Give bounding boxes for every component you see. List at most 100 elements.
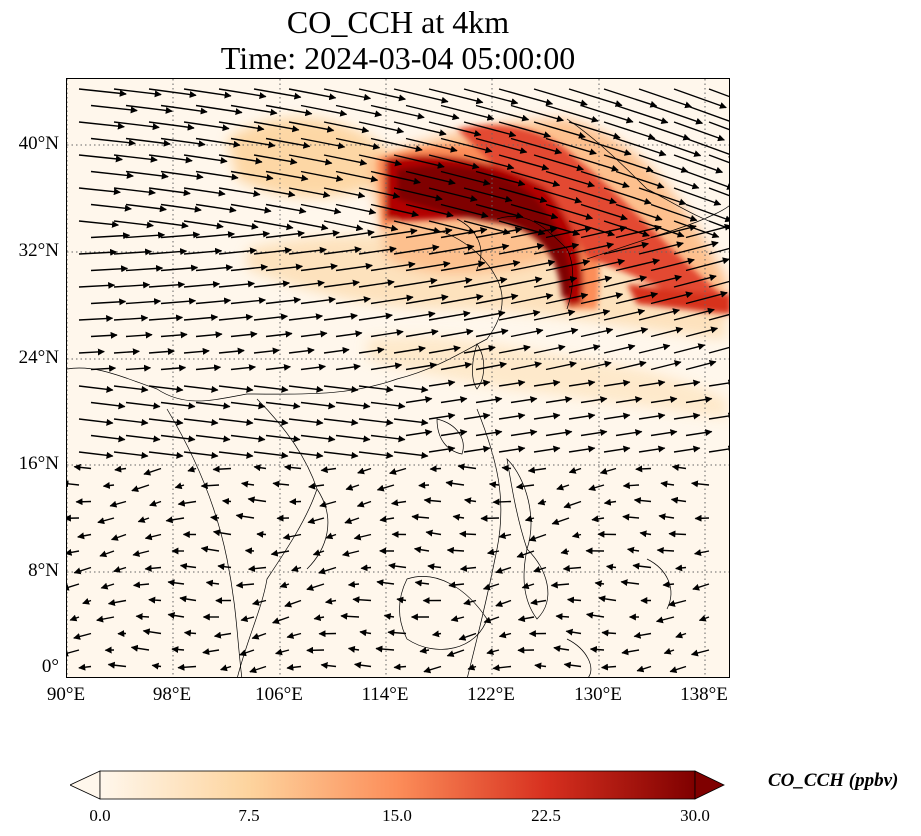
wind-vector-arrow [144, 564, 162, 572]
wind-vector-arrow [524, 515, 535, 523]
wind-vector-arrow [358, 451, 394, 459]
wind-vector-arrow [358, 346, 385, 354]
wind-vector-arrow [568, 308, 611, 321]
wind-vector-arrow [195, 203, 237, 214]
wind-vector-arrow [521, 582, 535, 590]
wind-vector-arrow [252, 598, 267, 606]
wind-vector-arrow [510, 327, 544, 338]
wind-vector-arrow [673, 445, 701, 453]
wind-vector-arrow [218, 313, 254, 321]
wind-vector-arrow [78, 187, 121, 196]
wind-vector-arrow [113, 418, 149, 426]
wind-vector-arrow [615, 327, 649, 338]
wind-vector-arrow [344, 517, 360, 525]
wind-vector-arrow [383, 613, 395, 620]
wind-vector-arrow [396, 596, 407, 604]
wind-vector-arrow [67, 548, 80, 556]
wind-vector-arrow [615, 224, 662, 239]
wind-vector-arrow [598, 595, 617, 603]
wind-vector-arrow [213, 631, 232, 639]
wind-vector-arrow [428, 310, 471, 321]
wind-vector-arrow [568, 154, 619, 172]
wind-vector-arrow [218, 154, 263, 165]
wind-vector-arrow [174, 482, 185, 490]
wind-vector-arrow [113, 220, 154, 229]
wind-vector-arrow [195, 104, 243, 116]
wind-vector-arrow [171, 646, 185, 654]
wind-vector-arrow [594, 580, 605, 588]
wind-vector-arrow [202, 648, 220, 656]
wind-vector-arrow [463, 445, 491, 453]
wind-vector-arrow [148, 88, 197, 98]
wind-vector-arrow [685, 257, 729, 272]
wind-vector-arrow [107, 599, 127, 607]
wind-vector-arrow [498, 532, 512, 540]
wind-vector-arrow [528, 533, 547, 542]
wind-vector-arrow [448, 581, 465, 589]
wind-vector-arrow [218, 451, 254, 459]
wind-vector-arrow [125, 231, 166, 239]
wind-vector-arrow [675, 564, 687, 572]
wind-vector-arrow [195, 170, 239, 181]
wind-vector-arrow [183, 187, 226, 197]
wind-vector-arrow [498, 121, 552, 139]
wind-vector-arrow [692, 583, 710, 591]
wind-vector-arrow [160, 264, 199, 272]
wind-vector-arrow [235, 512, 255, 520]
wind-vector-arrow [405, 170, 456, 186]
wind-vector-arrow [601, 663, 617, 671]
wind-vector-arrow [627, 546, 640, 554]
wind-vector-arrow [405, 328, 439, 338]
wind-vector-arrow [90, 401, 126, 410]
wind-vector-arrow [393, 154, 445, 169]
wind-vector-arrow [533, 275, 578, 288]
map-canvas [67, 79, 729, 677]
wind-vector-arrow [90, 170, 134, 179]
wind-vector-arrow [545, 225, 593, 239]
wind-vector-arrow [673, 121, 725, 142]
wind-vector-arrow [335, 229, 375, 239]
wind-vector-arrow [235, 581, 255, 589]
wind-vector-arrow [135, 613, 150, 621]
wind-vector-arrow [78, 451, 114, 459]
wind-vector-arrow [306, 583, 325, 591]
wind-vector-arrow [405, 260, 451, 272]
wind-vector-arrow [673, 187, 722, 206]
wind-vector-arrow [241, 480, 255, 488]
wind-vector-arrow [510, 226, 558, 239]
colorbar [70, 770, 725, 800]
wind-vector-arrow [708, 154, 729, 164]
wind-vector-arrow [195, 434, 231, 443]
wind-vector-arrow [553, 645, 570, 653]
wind-vector-arrow [463, 88, 519, 105]
colorbar-tick-30: 30.0 [680, 806, 710, 825]
wind-vector-arrow [300, 229, 340, 239]
wind-vector-arrow [253, 280, 290, 288]
wind-vector-arrow [486, 648, 500, 655]
wind-vector-arrow [423, 497, 442, 505]
colorbar-min-extension [70, 770, 101, 800]
wind-vector-arrow [691, 480, 710, 488]
wind-vector-arrow [78, 348, 105, 356]
wind-vector-arrow [288, 279, 325, 288]
wind-vector-arrow [650, 203, 698, 222]
wind-vector-arrow [78, 315, 114, 323]
co-concentration-field [227, 117, 729, 419]
wind-vector-arrow [580, 258, 626, 272]
wind-vector-arrow [517, 615, 535, 623]
wind-vector-arrow [195, 231, 235, 239]
wind-vector-arrow [148, 348, 175, 355]
wind-vector-arrow [183, 154, 228, 164]
wind-vector-arrow [475, 293, 519, 305]
wind-vector-arrow [603, 88, 658, 108]
wind-vector-arrow [288, 154, 333, 166]
wind-vector-arrow [323, 246, 362, 255]
wind-vector-arrow [370, 329, 404, 338]
wind-vector-arrow [218, 418, 254, 426]
wind-vector-arrow [113, 121, 160, 131]
colorbar-tick-22-5: 22.5 [531, 806, 561, 825]
wind-vector-arrow [179, 595, 197, 603]
wind-vector-arrow [615, 396, 643, 404]
wind-vector-arrow [685, 203, 729, 223]
lat-tick-0: 0° [41, 656, 59, 677]
